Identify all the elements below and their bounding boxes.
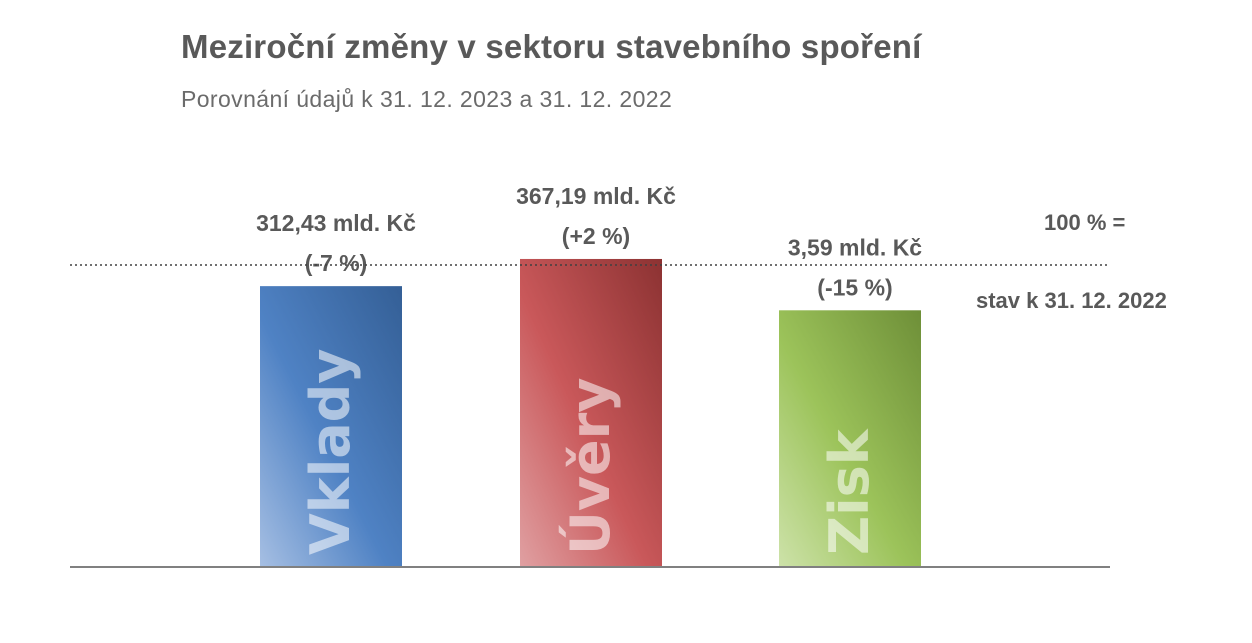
category-label-1: Úvěry xyxy=(559,377,622,555)
bar-1 xyxy=(520,258,662,567)
data-label-change-0: (-7 %) xyxy=(305,250,368,276)
data-label-change-1: (+2 %) xyxy=(562,223,630,249)
data-label-amount-0: 312,43 mld. Kč xyxy=(256,210,416,236)
chart-subtitle: Porovnání údajů k 31. 12. 2023 a 31. 12.… xyxy=(181,86,673,112)
category-label-0: Vklady xyxy=(299,348,362,555)
category-label-2: Zisk xyxy=(818,428,881,555)
bar-2 xyxy=(779,310,921,567)
chart-title: Meziroční změny v sektoru stavebního spo… xyxy=(181,28,922,65)
data-label-amount-2: 3,59 mld. Kč xyxy=(788,234,922,260)
reference-note-line2: stav k 31. 12. 2022 xyxy=(976,288,1167,313)
bar-0 xyxy=(260,286,402,567)
reference-note-line1: 100 % = xyxy=(1044,210,1126,235)
data-label-change-2: (-15 %) xyxy=(817,274,892,300)
data-label-amount-1: 367,19 mld. Kč xyxy=(516,183,676,209)
